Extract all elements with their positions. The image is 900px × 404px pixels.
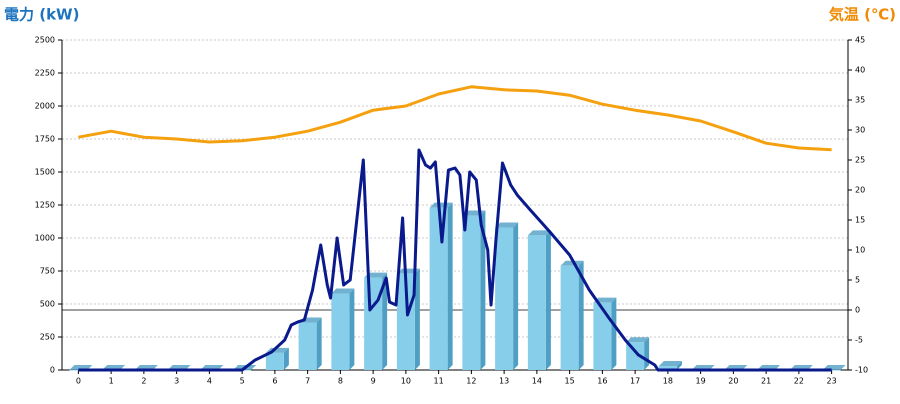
bar-side bbox=[414, 268, 420, 370]
y-tick-label: 1000 bbox=[35, 234, 55, 243]
x-tick-label: 2 bbox=[141, 377, 146, 386]
bar-side bbox=[382, 272, 388, 370]
y2-tick-label: 25 bbox=[855, 156, 865, 165]
bar bbox=[265, 352, 284, 370]
bar-side bbox=[513, 222, 519, 370]
bar-top bbox=[429, 202, 453, 208]
y2-tick-label: 40 bbox=[855, 66, 865, 75]
y-tick-label: 0 bbox=[50, 366, 55, 375]
x-tick-label: 11 bbox=[434, 377, 444, 386]
bar bbox=[495, 227, 514, 370]
bar bbox=[364, 277, 383, 370]
y2-tick-label: -5 bbox=[855, 336, 863, 345]
y2-tick-label: 35 bbox=[855, 96, 865, 105]
bar-side bbox=[545, 230, 551, 370]
y-tick-label: 2000 bbox=[35, 102, 55, 111]
bar bbox=[527, 235, 546, 370]
bar bbox=[331, 293, 350, 370]
x-tick-label: 23 bbox=[827, 377, 837, 386]
y-tick-label: 2250 bbox=[35, 69, 55, 78]
x-tick-label: 8 bbox=[338, 377, 343, 386]
bar-side bbox=[480, 210, 486, 370]
bar-top bbox=[527, 230, 551, 236]
y2-tick-label: 20 bbox=[855, 186, 865, 195]
y-tick-label: 250 bbox=[40, 333, 55, 342]
line bbox=[78, 85, 832, 152]
x-tick-label: 10 bbox=[401, 377, 411, 386]
y2-tick-label: 15 bbox=[855, 216, 865, 225]
x-tick-label: 0 bbox=[76, 377, 81, 386]
y-tick-label: 1500 bbox=[35, 168, 55, 177]
bar-side bbox=[283, 347, 289, 370]
x-tick-label: 6 bbox=[272, 377, 277, 386]
x-tick-label: 21 bbox=[761, 377, 771, 386]
bar-side bbox=[644, 337, 650, 370]
y-tick-label: 1750 bbox=[35, 135, 55, 144]
bar-side bbox=[316, 317, 322, 370]
line bbox=[78, 148, 832, 372]
x-tick-label: 15 bbox=[565, 377, 575, 386]
bar bbox=[560, 265, 579, 370]
bar-top bbox=[658, 361, 682, 367]
bar bbox=[658, 366, 677, 370]
x-tick-label: 4 bbox=[207, 377, 212, 386]
bar bbox=[396, 273, 415, 370]
y2-tick-label: 45 bbox=[855, 36, 865, 45]
x-tick-label: 13 bbox=[499, 377, 509, 386]
x-tick-label: 22 bbox=[794, 377, 804, 386]
y-tick-label: 1250 bbox=[35, 201, 55, 210]
x-tick-label: 20 bbox=[728, 377, 738, 386]
y2-tick-label: 30 bbox=[855, 126, 865, 135]
y-axis-title: 電力 (kW) bbox=[4, 6, 79, 24]
bar-top bbox=[560, 260, 584, 266]
bar-top bbox=[626, 337, 650, 343]
bar-side bbox=[447, 202, 453, 370]
bar bbox=[462, 215, 481, 370]
x-tick-label: 12 bbox=[466, 377, 476, 386]
y-tick-label: 750 bbox=[40, 267, 55, 276]
x-tick-label: 14 bbox=[532, 377, 542, 386]
x-tick-label: 3 bbox=[174, 377, 179, 386]
x-tick-label: 1 bbox=[109, 377, 114, 386]
bar bbox=[298, 322, 317, 370]
bar bbox=[626, 342, 645, 370]
y2-tick-label: 10 bbox=[855, 246, 865, 255]
y2-tick-label: -10 bbox=[855, 366, 868, 375]
x-tick-label: 16 bbox=[597, 377, 607, 386]
bar-side bbox=[349, 288, 355, 370]
y2-tick-label: 0 bbox=[855, 306, 860, 315]
bar bbox=[429, 207, 448, 370]
y-tick-label: 500 bbox=[40, 300, 55, 309]
y2-tick-label: 5 bbox=[855, 276, 860, 285]
y-tick-label: 2500 bbox=[35, 36, 55, 45]
bar-side bbox=[578, 260, 584, 370]
bar-side bbox=[676, 361, 682, 370]
bar-side bbox=[611, 297, 617, 370]
y2-axis-title: 気温 (℃) bbox=[829, 6, 896, 24]
x-tick-label: 17 bbox=[630, 377, 640, 386]
bar-top bbox=[331, 288, 355, 294]
bar bbox=[593, 302, 612, 370]
x-tick-label: 5 bbox=[240, 377, 245, 386]
x-tick-label: 19 bbox=[696, 377, 706, 386]
x-tick-label: 7 bbox=[305, 377, 310, 386]
bar-top bbox=[495, 222, 519, 228]
x-tick-label: 9 bbox=[371, 377, 376, 386]
x-tick-label: 18 bbox=[663, 377, 673, 386]
